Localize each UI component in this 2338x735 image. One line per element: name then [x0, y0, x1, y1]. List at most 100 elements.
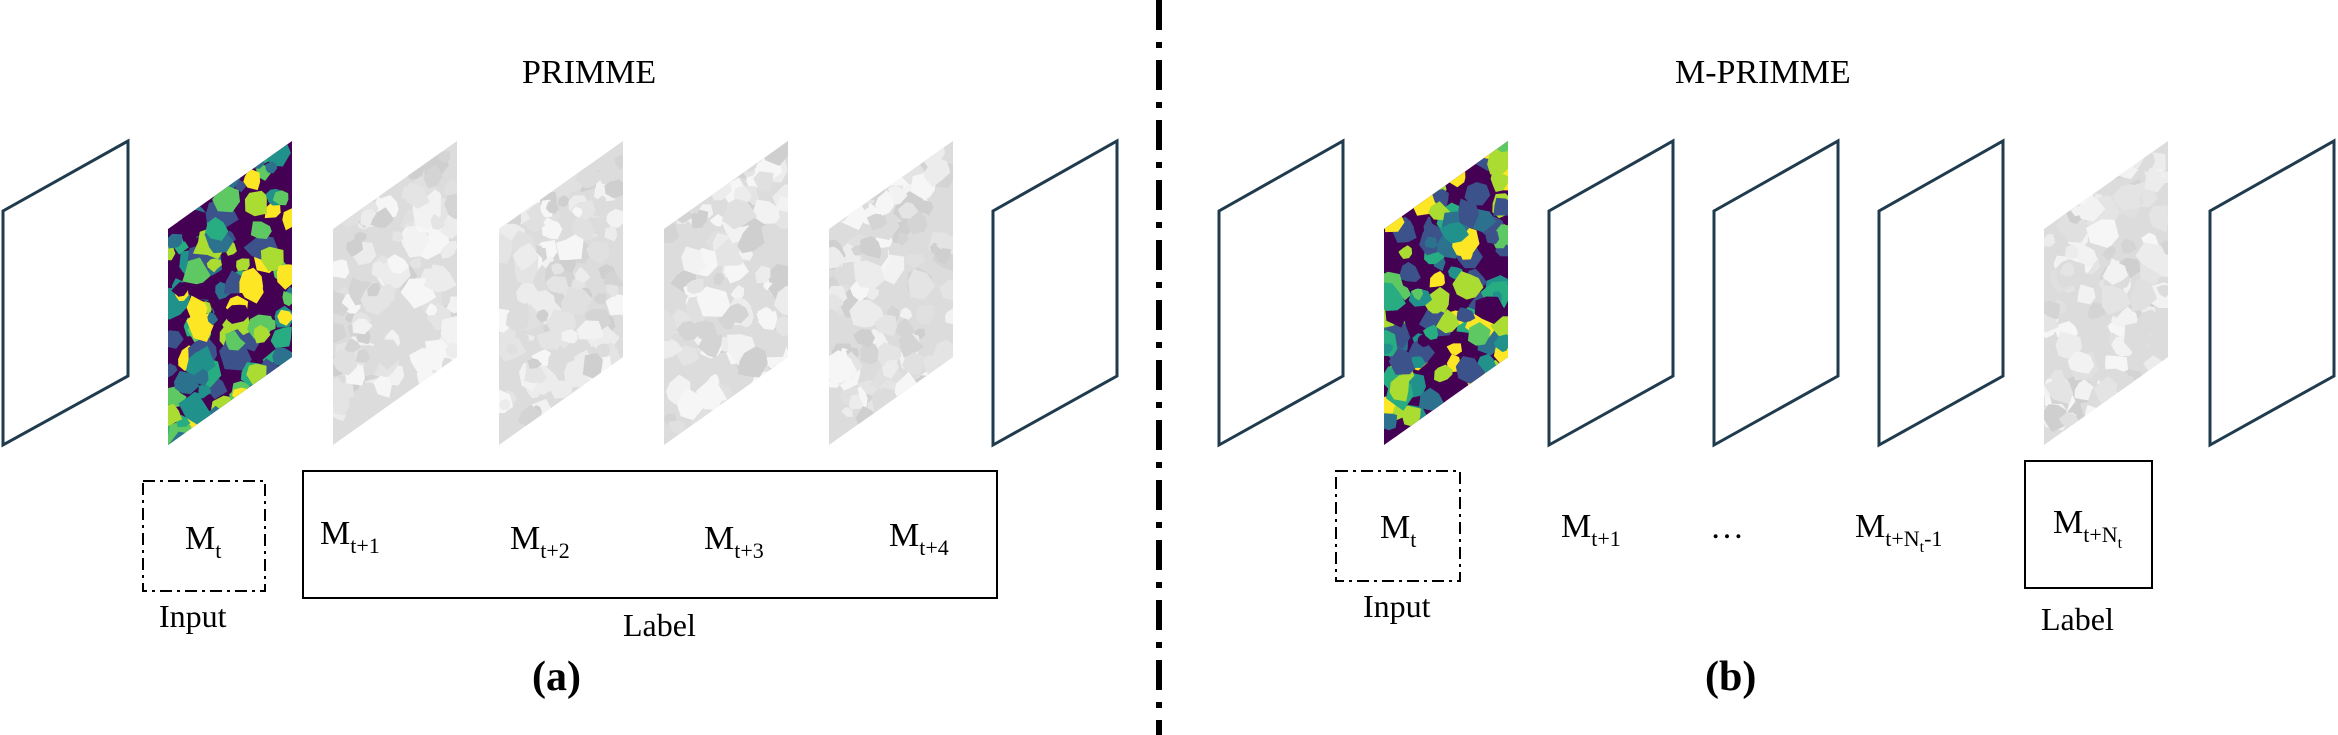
grain: [2101, 145, 2128, 175]
grain: [720, 141, 747, 160]
grain: [538, 422, 566, 445]
grain: [1443, 400, 1475, 435]
grain: [1456, 307, 1476, 323]
grain: [232, 387, 249, 403]
grain: [901, 427, 923, 445]
grain: [692, 190, 703, 202]
grain: [1424, 236, 1438, 249]
grain: [601, 226, 618, 242]
grain: [235, 427, 256, 443]
grain: [2094, 146, 2121, 169]
grain: [696, 378, 729, 412]
grain: [903, 228, 932, 253]
grain: [895, 141, 918, 159]
grain: [668, 420, 685, 435]
grain: [672, 180, 705, 214]
grain: [2044, 404, 2070, 433]
grain: [596, 392, 614, 411]
grain: [168, 141, 191, 163]
grain: [1465, 433, 1479, 445]
grain: [1485, 229, 1500, 245]
grain: [402, 414, 412, 426]
grain: [499, 308, 515, 333]
grain: [207, 311, 219, 326]
grain: [186, 295, 208, 322]
grain: [499, 272, 518, 301]
grain: [383, 141, 398, 147]
grain: [753, 292, 767, 305]
grain: [447, 384, 457, 401]
grain: [830, 151, 851, 171]
grain: [1480, 375, 1504, 405]
grain: [1398, 245, 1413, 259]
grain: [849, 394, 864, 410]
grain: [777, 252, 788, 263]
grain: [439, 211, 457, 239]
grain: [2144, 405, 2168, 441]
grain: [184, 164, 201, 180]
grain: [1434, 143, 1446, 155]
grain: [1493, 334, 1508, 352]
grain: [1405, 144, 1427, 168]
grain: [574, 266, 591, 283]
grain: [557, 153, 571, 169]
grain: [775, 316, 788, 337]
grain: [1387, 154, 1411, 174]
grain: [706, 373, 720, 386]
grain: [234, 179, 247, 193]
grain: [713, 432, 738, 445]
grain: [1481, 404, 1500, 423]
grain: [2130, 278, 2158, 312]
grain: [575, 153, 590, 165]
grain: [2078, 141, 2108, 156]
grain: [604, 179, 623, 199]
grain: [440, 245, 456, 259]
panel-label-b: (b): [1705, 654, 1757, 700]
grain: [664, 152, 679, 171]
grain: [2044, 378, 2073, 405]
grain: [1384, 175, 1399, 197]
grain: [196, 165, 214, 184]
grain: [205, 216, 229, 241]
grain: [756, 411, 785, 439]
grain: [358, 382, 379, 405]
grain: [696, 286, 731, 317]
grain: [277, 309, 292, 326]
grain: [1442, 408, 1461, 428]
grain: [387, 254, 410, 274]
input-box-dashdot: [1335, 470, 1461, 582]
grain: [545, 276, 569, 294]
grain: [605, 294, 623, 316]
grain: [2074, 379, 2094, 401]
grain: [1483, 392, 1507, 417]
grain: [523, 217, 546, 233]
grain: [1429, 141, 1459, 169]
grain: [198, 431, 219, 445]
label-box: [302, 470, 998, 599]
grain: [728, 399, 751, 418]
grain: [853, 328, 876, 348]
grain: [231, 141, 247, 154]
grain: [664, 220, 680, 244]
grain: [1384, 413, 1398, 431]
grain: [500, 182, 529, 212]
grain: [504, 141, 533, 160]
grain: [853, 149, 865, 164]
grain: [915, 305, 935, 324]
grain: [440, 402, 452, 415]
grain: [836, 147, 855, 165]
grain: [265, 317, 276, 331]
frame-empty: [1712, 138, 1840, 448]
grain: [664, 333, 684, 359]
input-caption: Input: [159, 598, 227, 634]
grain: [168, 141, 187, 167]
grain: [353, 438, 366, 445]
grain: [399, 225, 429, 258]
grain: [407, 425, 421, 440]
grain: [373, 375, 392, 398]
frame-empty: [1, 138, 130, 448]
grain: [2044, 141, 2054, 149]
grain: [168, 363, 178, 378]
grain: [896, 232, 909, 246]
grain: [614, 154, 623, 170]
